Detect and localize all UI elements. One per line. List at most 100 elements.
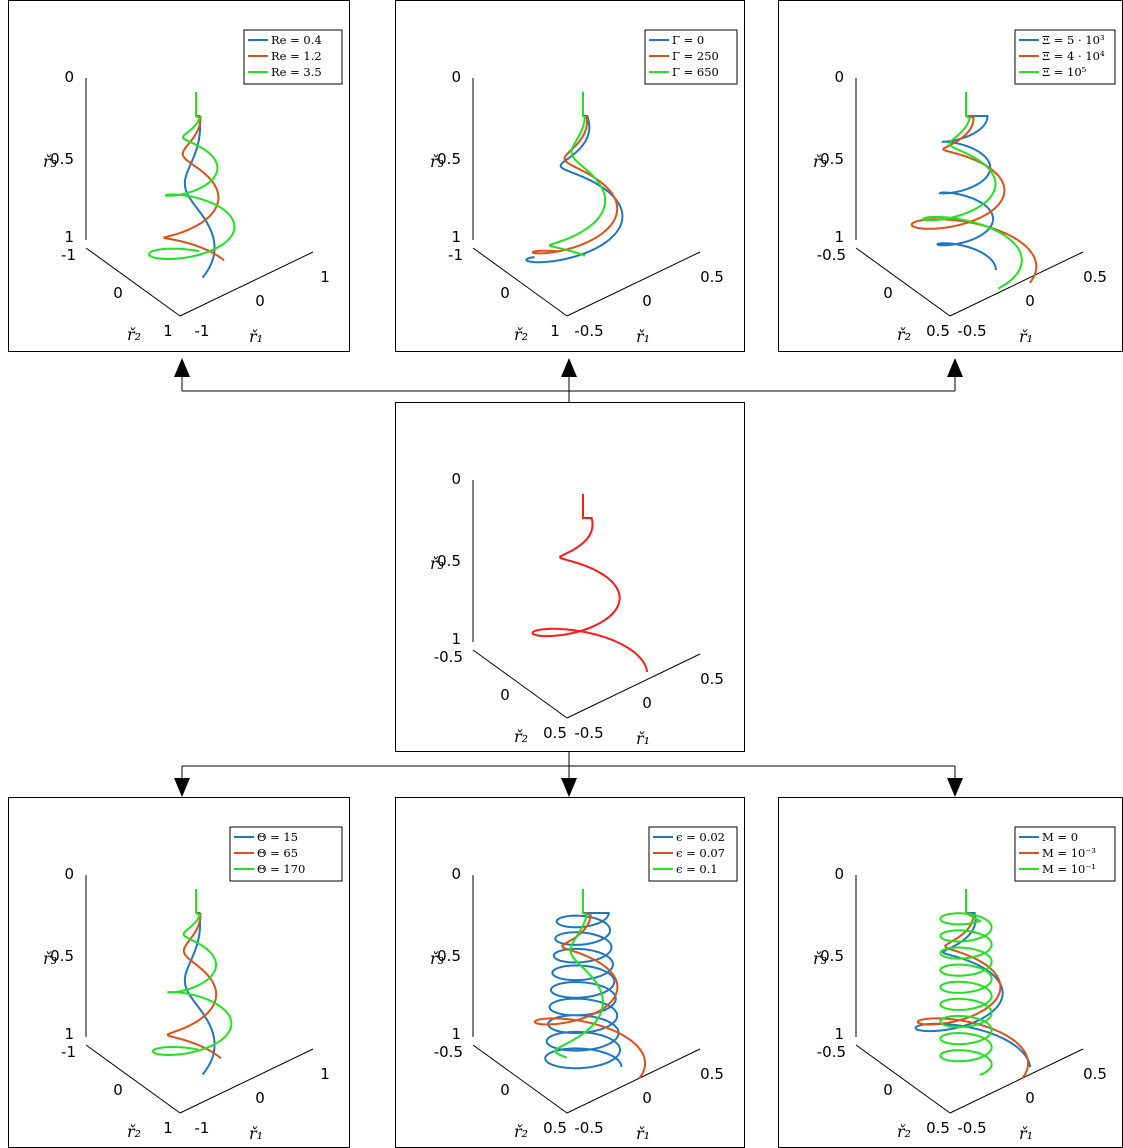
series-line-3 (148, 92, 236, 260)
legend-label-1: Ξ = 5 · 10³ (1042, 33, 1105, 47)
legend-label-3: Γ = 650 (672, 65, 719, 79)
axis-label-r1: ř₁ (249, 327, 263, 346)
axis-label-r2: ř₂ (127, 1122, 141, 1141)
legend-label-1: ϵ = 0.02 (676, 830, 725, 844)
axis-r2 (85, 1044, 181, 1114)
tick-r2-0: -0.5 (434, 1043, 463, 1061)
axis-label-r2: ř₂ (897, 325, 911, 344)
legend-label-2: Re = 1.2 (271, 49, 322, 63)
series-line-1 (183, 889, 216, 1076)
axis-label-r1: ř₁ (1019, 1124, 1033, 1143)
legend-label-3: Re = 3.5 (271, 65, 322, 79)
tick-r3-1: 0.5 (50, 947, 74, 965)
tick-r1-0: -0.5 (574, 724, 603, 742)
tick-r1-2: 0.5 (700, 670, 724, 688)
tick-r1-1: 0 (255, 292, 265, 310)
axis-label-r3: ř₃ (430, 949, 444, 968)
tick-r1-1: 0 (642, 292, 652, 310)
axis-r1 (949, 251, 1084, 317)
series-line-3 (549, 92, 607, 257)
tick-r2-1: 0 (500, 284, 510, 302)
arrow-up-right (947, 358, 963, 377)
legend: Ξ = 5 · 10³ Ξ = 4 · 10⁴ Ξ = 10⁵ (1014, 29, 1116, 85)
axis-label-r2: ř₂ (514, 325, 528, 344)
tick-r2-2: 1 (550, 322, 560, 340)
tick-r3-2: 1 (64, 228, 74, 246)
panel-mag: 0 0.5 1 ř₃ -0.5 0 0.5 ř₂ -0.5 0 0.5 ř₁ M = 0 M = 10⁻³… (778, 797, 1123, 1148)
tick-r1-1: 0 (642, 1089, 652, 1107)
tick-r1-2: 0.5 (700, 268, 724, 286)
legend-label-1: Θ = 15 (257, 830, 298, 844)
tick-r1-2: 1 (320, 1065, 330, 1083)
tick-r1-1: 0 (255, 1089, 265, 1107)
series-line-2 (166, 889, 222, 1060)
axis-label-r3: ř₃ (43, 949, 57, 968)
tick-r3-2: 1 (64, 1025, 74, 1043)
arrow-up-center (561, 358, 577, 377)
tick-r2-2: 1 (163, 1119, 173, 1137)
axis-label-r2: ř₂ (514, 1122, 528, 1141)
series-line-3 (922, 92, 1023, 290)
tick-r2-1: 0 (883, 1081, 893, 1099)
legend-label-1: Re = 0.4 (271, 33, 322, 47)
tick-r3-0: 0 (834, 68, 844, 86)
axis-r2 (85, 247, 181, 317)
arrow-up-left (174, 358, 190, 377)
legend: Re = 0.4 Re = 1.2 Re = 3.5 (243, 29, 343, 85)
tick-r2-1: 0 (500, 1081, 510, 1099)
tick-r2-2: 0.5 (543, 724, 567, 742)
series-line-2 (533, 889, 647, 1079)
panel-base: 0 0.5 1 ř₃ -0.5 0 0.5 ř₂ -0.5 0 0.5 ř₁ (395, 402, 745, 752)
axis-r1 (179, 1048, 314, 1114)
tick-r1-0: -0.5 (574, 322, 603, 340)
tick-r3-2: 1 (451, 228, 461, 246)
legend-label-3: M = 10⁻¹ (1042, 862, 1096, 876)
tick-r1-1: 0 (1025, 1089, 1035, 1107)
legend-label-2: Γ = 250 (672, 49, 719, 63)
series-line-1 (183, 92, 216, 279)
legend: M = 0 M = 10⁻³ M = 10⁻¹ (1014, 826, 1116, 882)
tick-r1-0: -1 (195, 1119, 210, 1137)
series-line-3 (554, 889, 604, 1059)
axis-label-r3: ř₃ (813, 152, 827, 171)
tick-r3-1: 0.5 (437, 947, 461, 965)
series-line-1 (936, 92, 997, 270)
axis-r2 (472, 1044, 568, 1114)
tick-r3-1: 0.5 (437, 150, 461, 168)
axis-label-r3: ř₃ (43, 152, 57, 171)
tick-r3-0: 0 (451, 68, 461, 86)
tick-r1-2: 0.5 (1083, 268, 1107, 286)
tick-r1-2: 0.5 (700, 1065, 724, 1083)
tick-r3-2: 1 (834, 228, 844, 246)
tick-r1-0: -0.5 (957, 322, 986, 340)
connector-top-stems (181, 376, 956, 391)
tick-r1-2: 1 (320, 268, 330, 286)
axis-label-r1: ř₁ (1019, 327, 1033, 346)
axis-label-r3: ř₃ (813, 949, 827, 968)
tick-r2-0: -0.5 (434, 648, 463, 666)
series-line-2 (531, 92, 619, 255)
series-line-3 (939, 889, 993, 1076)
tick-r2-0: -1 (61, 246, 76, 264)
series-line-3 (151, 889, 233, 1056)
tick-r2-0: -1 (448, 246, 463, 264)
axis-r1 (179, 251, 314, 317)
legend-label-3: ϵ = 0.1 (676, 862, 718, 876)
tick-r3-0: 0 (451, 865, 461, 883)
legend-label-2: Θ = 65 (257, 846, 298, 860)
axis-label-r3: ř₃ (430, 554, 444, 573)
arrow-down-center (561, 778, 577, 797)
tick-r3-0: 0 (451, 470, 461, 488)
tick-r3-1: 0.5 (437, 552, 461, 570)
axis-r2 (472, 649, 568, 719)
axis-r2 (472, 247, 568, 317)
series-line-1 (544, 889, 623, 1070)
tick-r2-1: 0 (500, 686, 510, 704)
tick-r3-1: 0.5 (820, 150, 844, 168)
tick-r1-1: 0 (1025, 292, 1035, 310)
tick-r1-0: -1 (195, 322, 210, 340)
axis-label-r1: ř₁ (636, 327, 650, 346)
tick-r2-0: -0.5 (817, 246, 846, 264)
